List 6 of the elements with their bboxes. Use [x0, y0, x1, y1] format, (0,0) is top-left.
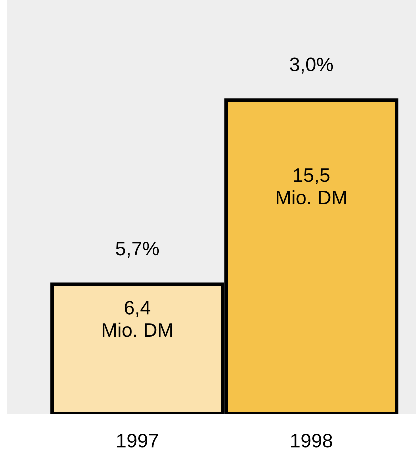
annotation: 5,7% [116, 242, 160, 258]
x-tick-label: 1997 [117, 434, 158, 448]
x-tick-label: 1998 [291, 434, 332, 448]
data-label: 6,4 Mio. DM [102, 301, 172, 338]
data-label: 15,5 Mio. DM [277, 168, 346, 205]
annotation: 3,0% [290, 58, 334, 74]
